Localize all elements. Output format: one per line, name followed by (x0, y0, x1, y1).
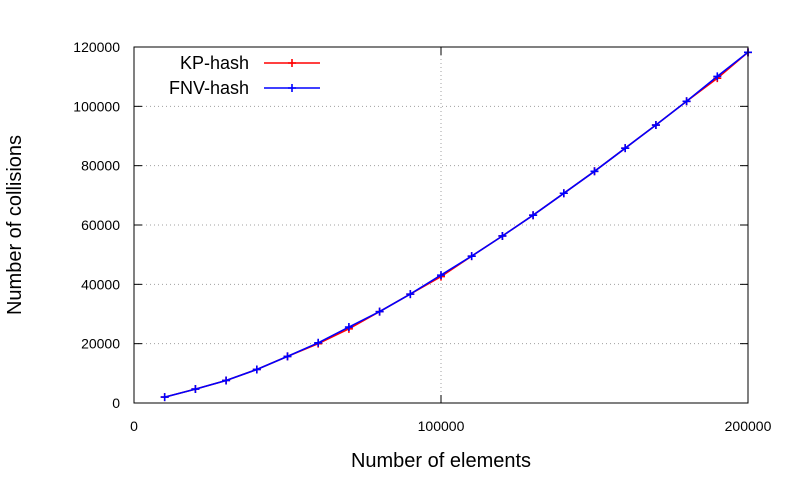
data-point (682, 97, 691, 106)
data-point (621, 144, 630, 153)
data-point (252, 365, 261, 374)
x-tick-label: 100000 (418, 418, 465, 434)
data-point (375, 307, 384, 316)
data-point (222, 376, 231, 385)
legend-item: KP-hash (180, 53, 320, 73)
series-fnv-hash (160, 48, 752, 402)
series-line (164, 51, 749, 398)
legend-marker (288, 59, 296, 67)
y-tick-label: 120000 (73, 39, 120, 55)
data-point (344, 323, 353, 332)
legend-label: FNV-hash (169, 78, 249, 98)
y-tick-label: 100000 (73, 98, 120, 114)
y-tick-label: 0 (112, 395, 120, 411)
ticks: 0 20000 40000 60000 80000 100000 120000 0 100000… (73, 39, 771, 434)
data-point (191, 385, 200, 394)
x-tick-label: 0 (130, 418, 138, 434)
legend: KP-hash FNV-hash (169, 53, 320, 98)
series-kp-hash (160, 48, 752, 402)
y-tick-label: 40000 (81, 276, 120, 292)
series-line (164, 51, 749, 398)
data-point (713, 72, 722, 81)
data-point (406, 290, 415, 299)
series-layer (160, 48, 752, 402)
y-tick-label: 80000 (81, 158, 120, 174)
data-point (529, 211, 538, 220)
legend-item: FNV-hash (169, 78, 320, 98)
x-axis-title: Number of elements (351, 450, 531, 472)
legend-marker (288, 84, 296, 92)
data-point (314, 338, 323, 347)
y-tick-label: 20000 (81, 336, 120, 352)
data-point (160, 393, 169, 402)
data-point (283, 352, 292, 361)
legend-label: KP-hash (180, 53, 249, 73)
data-point (498, 231, 507, 240)
data-point (559, 189, 568, 198)
data-point (651, 121, 660, 130)
data-point (467, 252, 476, 261)
data-point (437, 271, 445, 280)
data-point (590, 167, 599, 176)
x-tick-label: 200000 (725, 418, 772, 434)
grid (134, 47, 748, 403)
y-tick-label: 60000 (81, 217, 120, 233)
y-axis-title: Number of collisions (4, 135, 26, 315)
